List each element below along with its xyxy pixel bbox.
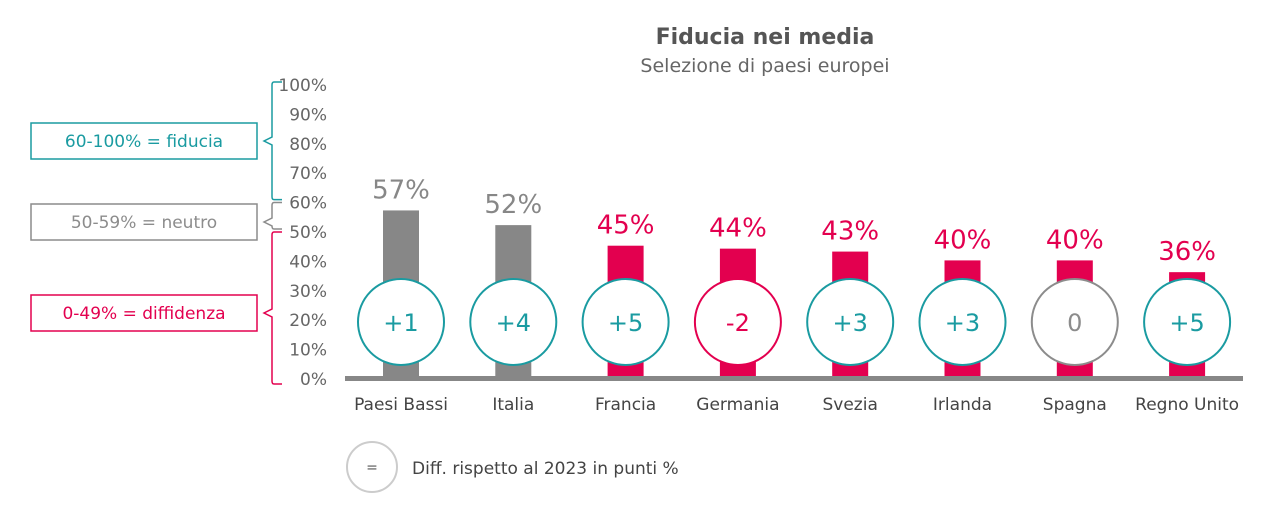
legend: = Diff. rispetto al 2023 in punti % <box>346 441 679 493</box>
chart-title: Fiducia nei media <box>656 25 875 50</box>
bar-value-label: 40% <box>1046 225 1104 255</box>
x-axis-baseline <box>345 376 1243 381</box>
x-category-label: Irlanda <box>933 395 992 415</box>
legend-label: Diff. rispetto al 2023 in punti % <box>412 459 679 479</box>
diff-circle <box>918 278 1007 366</box>
bar-value-label: 45% <box>597 211 655 241</box>
diff-circle <box>693 278 782 366</box>
x-category-label: Svezia <box>823 395 878 415</box>
y-tick-label: 50% <box>289 223 327 243</box>
x-category-label: Spagna <box>1043 395 1107 415</box>
y-tick-label: 30% <box>289 282 327 302</box>
band-box <box>30 294 258 332</box>
y-tick-label: 0% <box>300 370 327 390</box>
y-tick-label: 10% <box>289 341 327 361</box>
legend-circle <box>346 441 398 493</box>
band-bracket <box>262 81 282 201</box>
diff-label: -2 <box>726 309 750 337</box>
bar-value-label: 36% <box>1158 237 1216 267</box>
band-bracket <box>262 231 282 385</box>
legend-symbol: = <box>366 460 378 476</box>
diff-label: 0 <box>1067 309 1082 337</box>
bar-value-label: 52% <box>484 190 542 220</box>
diff-circle <box>1143 278 1232 366</box>
y-tick-label: 70% <box>289 164 327 184</box>
diff-label: +1 <box>383 309 418 337</box>
diff-label: +3 <box>945 309 980 337</box>
diff-circle <box>806 278 895 366</box>
band-box <box>30 203 258 241</box>
y-tick-label: 100% <box>278 76 327 96</box>
bar-value-label: 43% <box>821 217 879 247</box>
x-category-label: Italia <box>492 395 534 415</box>
diff-circle <box>357 278 445 366</box>
diff-circle <box>1030 278 1119 366</box>
y-tick-label: 90% <box>289 105 327 125</box>
y-tick-label: 80% <box>289 135 327 155</box>
y-tick-label: 20% <box>289 311 327 331</box>
diff-label: +4 <box>496 309 531 337</box>
chart-subtitle: Selezione di paesi europei <box>640 55 889 77</box>
diff-label: +3 <box>833 309 868 337</box>
diff-label: +5 <box>1169 309 1204 337</box>
x-category-label: Regno Unito <box>1135 395 1239 415</box>
band-label: 50-59% = neutro <box>71 213 217 233</box>
y-tick-label: 60% <box>289 194 327 214</box>
x-category-label: Paesi Bassi <box>354 395 448 415</box>
diff-circle <box>581 278 670 366</box>
bar-value-label: 44% <box>709 214 767 244</box>
y-tick-label: 40% <box>289 252 327 272</box>
diff-label: +5 <box>608 309 643 337</box>
x-category-label: Germania <box>696 395 779 415</box>
bar-value-label: 57% <box>372 175 430 205</box>
band-label: 0-49% = diffidenza <box>62 304 225 324</box>
band-label: 60-100% = fiducia <box>65 132 223 152</box>
band-box <box>30 122 258 160</box>
bar-value-label: 40% <box>934 225 992 255</box>
diff-circle <box>469 278 558 366</box>
band-bracket <box>262 201 282 230</box>
x-category-label: Francia <box>595 395 656 415</box>
